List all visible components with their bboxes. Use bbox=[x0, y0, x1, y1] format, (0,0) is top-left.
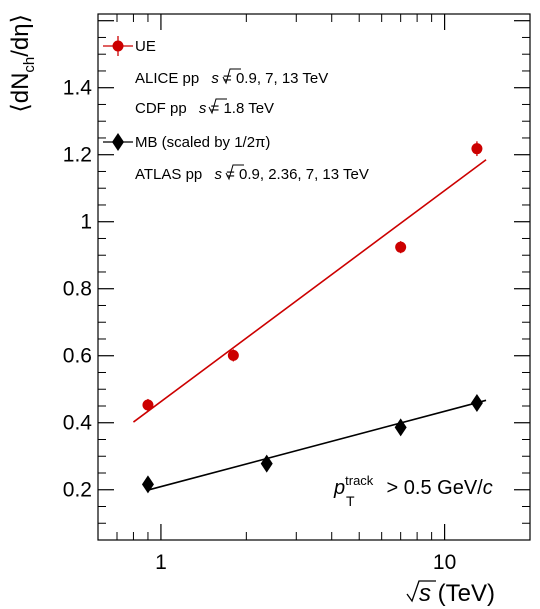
legend-cdf-sqrt-sign bbox=[208, 98, 227, 115]
x-axis-ticks bbox=[97, 14, 531, 540]
y-tick-label: 1 bbox=[80, 211, 92, 234]
y-tick-label: 1.2 bbox=[63, 144, 92, 167]
data-point-ue bbox=[227, 349, 239, 361]
data-point-mb bbox=[394, 418, 407, 437]
data-points bbox=[141, 141, 483, 494]
fit-lines bbox=[132, 159, 487, 491]
x-tick-label: 10 bbox=[433, 551, 456, 574]
legend-ue-marker bbox=[112, 40, 124, 52]
y-axis-label-sub: ch bbox=[21, 57, 38, 73]
x-axis-sqrt-sign bbox=[406, 580, 436, 603]
y-axis-label: ⟨dNch/dη⟩ bbox=[7, 14, 38, 113]
fit-line bbox=[132, 159, 487, 423]
y-axis-label-pre: ⟨dN bbox=[7, 73, 34, 113]
legend-mb-label: MB (scaled by 1/2π) bbox=[135, 134, 270, 151]
fit-line bbox=[147, 399, 487, 491]
legend-ue-label: UE bbox=[135, 38, 156, 55]
y-tick-label: 0.8 bbox=[63, 278, 92, 301]
legend-atlas-label: ATLAS pp s = 0.9, 2.36, 7, 13 TeV bbox=[135, 166, 369, 183]
annotation-p: p bbox=[333, 477, 345, 499]
svg-text:s (TeV): s (TeV) bbox=[419, 580, 495, 607]
x-axis-label-sqrt: s bbox=[419, 580, 431, 607]
y-axis-tick-labels: 0.2 0.4 0.6 0.8 1 1.2 1.4 bbox=[63, 77, 93, 502]
legend-atlas-sqrt-sign bbox=[225, 164, 244, 181]
data-point-ue bbox=[142, 399, 154, 411]
y-axis-ticks bbox=[98, 20, 530, 524]
legend-alice-label: ALICE pp s = 0.9, 7, 13 TeV bbox=[135, 70, 328, 87]
x-axis-tick-labels: 1 10 bbox=[155, 551, 456, 574]
x-axis-label: s (TeV) bbox=[406, 580, 495, 607]
y-tick-label: 0.6 bbox=[63, 345, 92, 368]
legend: UE ALICE pp s = 0.9, 7, 13 TeV CDF pp s … bbox=[103, 36, 369, 183]
x-axis-label-rest: (TeV) bbox=[431, 580, 495, 607]
data-point-mb bbox=[141, 475, 154, 494]
data-point-ue bbox=[395, 241, 407, 253]
legend-alice-sqrt-sign bbox=[222, 68, 241, 85]
legend-mb-marker bbox=[112, 133, 124, 151]
plot-frame bbox=[97, 13, 531, 541]
data-point-mb bbox=[470, 393, 483, 412]
annotation-sub: T bbox=[346, 493, 355, 509]
data-point-ue bbox=[471, 143, 483, 155]
legend-cdf-label: CDF pp s = 1.8 TeV bbox=[135, 100, 274, 117]
annotation-rest: > 0.5 GeV/ bbox=[381, 477, 483, 499]
track-pt-annotation: ptrack T > 0.5 GeV/c bbox=[333, 473, 493, 509]
y-tick-label: 0.2 bbox=[63, 479, 92, 502]
annotation-unit: c bbox=[483, 477, 493, 499]
y-axis-label-post: /dη⟩ bbox=[7, 14, 34, 57]
x-tick-label: 1 bbox=[155, 551, 167, 574]
annotation-sup: track bbox=[345, 473, 374, 488]
y-tick-label: 0.4 bbox=[63, 412, 93, 435]
data-point-mb bbox=[260, 454, 273, 473]
y-tick-label: 1.4 bbox=[63, 77, 93, 100]
